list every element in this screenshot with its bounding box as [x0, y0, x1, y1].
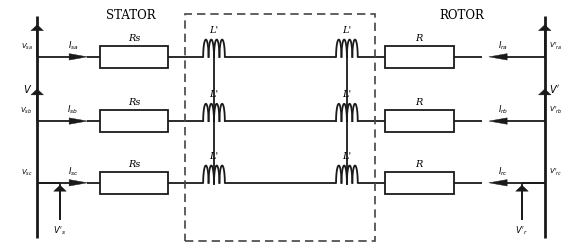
- Polygon shape: [31, 25, 44, 31]
- Bar: [100, 46, 168, 68]
- Polygon shape: [516, 185, 528, 191]
- Polygon shape: [489, 180, 507, 186]
- Text: STATOR: STATOR: [107, 9, 156, 22]
- Text: L': L': [210, 26, 219, 35]
- Polygon shape: [69, 54, 87, 60]
- Text: Rs: Rs: [128, 160, 140, 169]
- Polygon shape: [54, 185, 66, 191]
- Text: $V_{sa}$: $V_{sa}$: [20, 42, 33, 52]
- Text: R: R: [416, 160, 423, 169]
- Text: Rs: Rs: [128, 34, 140, 43]
- Polygon shape: [69, 118, 87, 124]
- Text: $I_{ra}$: $I_{ra}$: [498, 39, 508, 52]
- Polygon shape: [538, 25, 551, 31]
- Text: R: R: [416, 34, 423, 43]
- Text: $V_{sb}$: $V_{sb}$: [20, 106, 33, 116]
- Text: $I_{rc}$: $I_{rc}$: [498, 165, 508, 178]
- Polygon shape: [489, 54, 507, 60]
- Bar: [100, 172, 168, 194]
- Text: Rs: Rs: [128, 99, 140, 107]
- Polygon shape: [538, 89, 551, 95]
- Polygon shape: [31, 89, 44, 95]
- Text: $V'_{s}$: $V'_{s}$: [54, 225, 67, 237]
- Polygon shape: [69, 180, 87, 186]
- Text: $V'_{ra}$: $V'_{ra}$: [549, 41, 563, 52]
- Text: $V$: $V$: [23, 83, 33, 95]
- Text: L': L': [342, 151, 352, 161]
- Text: $V_{sc}$: $V_{sc}$: [21, 168, 33, 178]
- Text: $V'$: $V'$: [549, 83, 560, 95]
- Bar: [385, 110, 453, 132]
- Text: $V'_{rb}$: $V'_{rb}$: [549, 105, 563, 116]
- Text: $V'_{r}$: $V'_{r}$: [516, 225, 528, 237]
- Polygon shape: [489, 118, 507, 124]
- Text: $I_{sb}$: $I_{sb}$: [68, 104, 78, 116]
- Text: ROTOR: ROTOR: [439, 9, 485, 22]
- Text: L': L': [210, 151, 219, 161]
- Text: L': L': [342, 90, 352, 99]
- Text: $V'_{rc}$: $V'_{rc}$: [549, 167, 563, 178]
- Text: R: R: [416, 99, 423, 107]
- Text: L': L': [342, 26, 352, 35]
- Bar: [100, 110, 168, 132]
- Text: $I_{sa}$: $I_{sa}$: [68, 39, 78, 52]
- Text: L': L': [210, 90, 219, 99]
- Bar: [385, 172, 453, 194]
- Bar: [186, 14, 375, 241]
- Text: $I_{rb}$: $I_{rb}$: [498, 104, 508, 116]
- Text: $I_{sc}$: $I_{sc}$: [68, 165, 78, 178]
- Bar: [385, 46, 453, 68]
